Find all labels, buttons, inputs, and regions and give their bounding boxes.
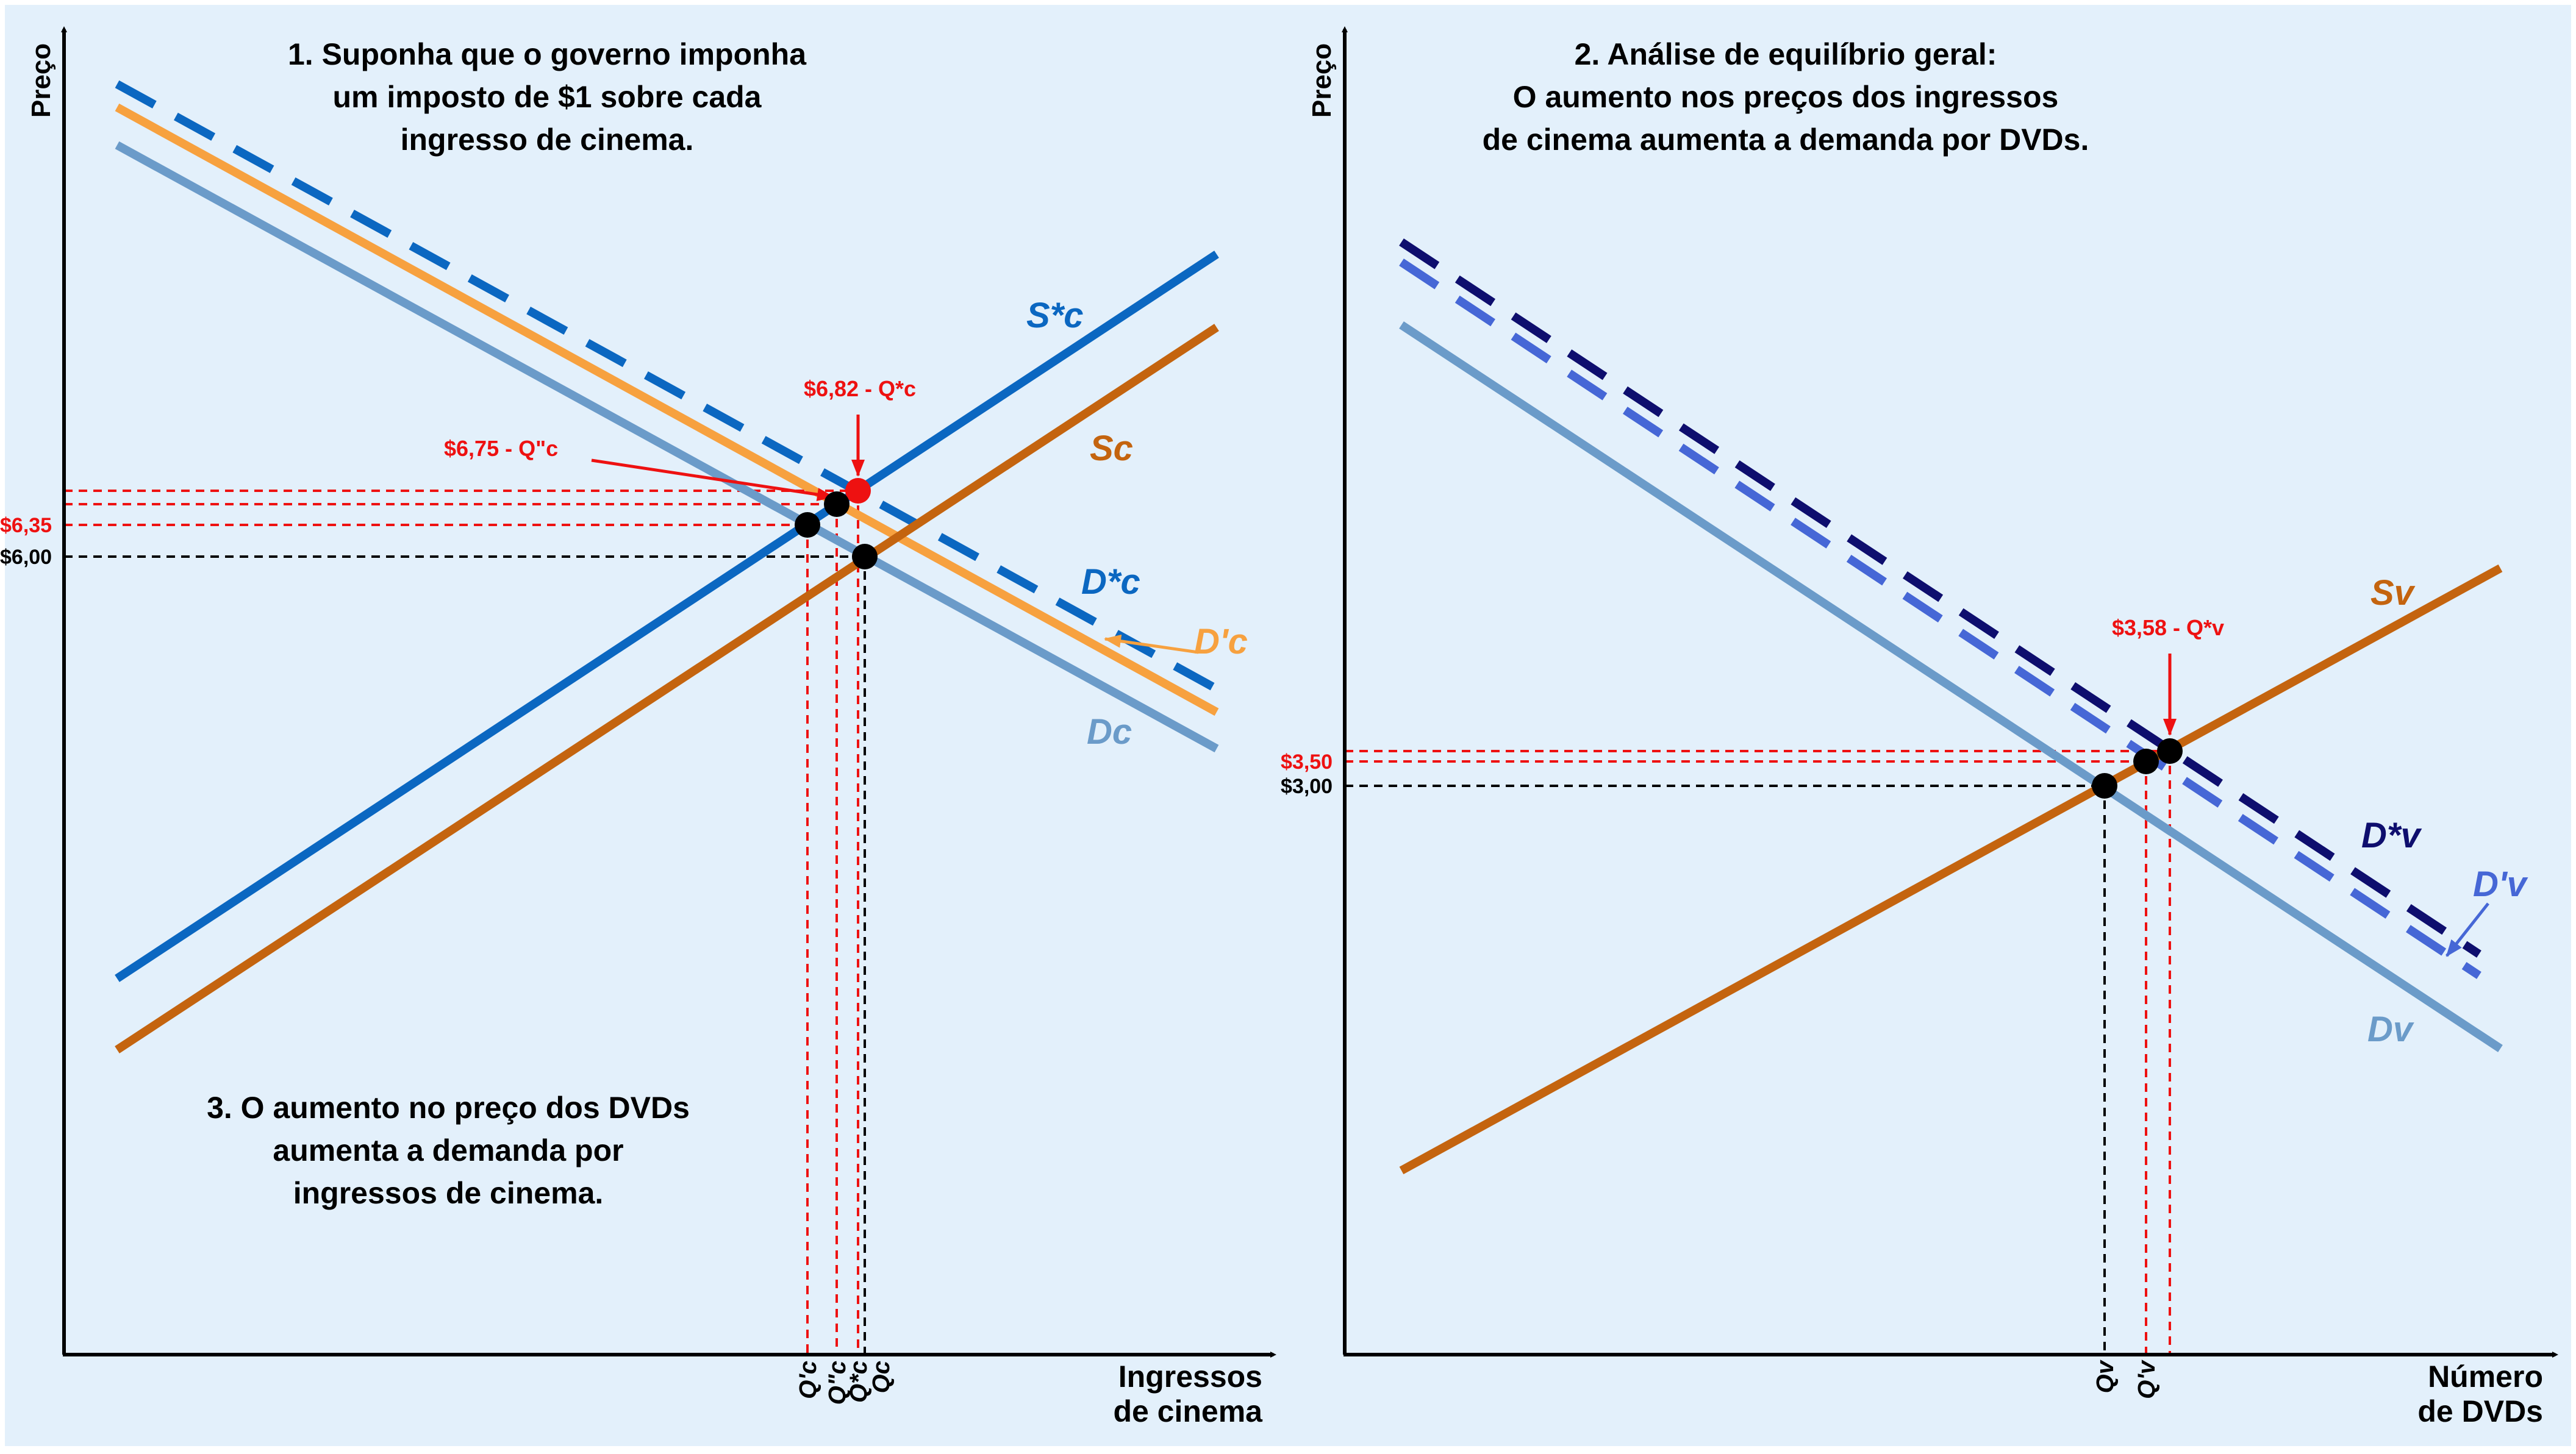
note-3-line-3: ingressos de cinema. [293, 1176, 604, 1210]
left-guides [64, 490, 866, 1353]
label-dv: Dv [2367, 1010, 2414, 1049]
background-right [1288, 5, 2571, 1446]
curve-dv [1399, 321, 2503, 1052]
arrow-d-prime-c [1104, 634, 1199, 654]
price-label-350: $3,50 [1281, 750, 1333, 774]
note-3-line-2: aumenta a demanda por [273, 1133, 623, 1167]
right-panel: Preço Número de DVDs 2. Análise de equil… [1281, 26, 2558, 1428]
price-label-600: $6,00 [0, 546, 52, 569]
point-635 [795, 512, 820, 538]
callout-675: $6,75 - Q"c [444, 436, 558, 461]
point-300 [2092, 773, 2117, 799]
arrow-675 [591, 458, 834, 501]
right-y-axis-label: Preço [1307, 43, 1337, 118]
point-350 [2133, 749, 2159, 774]
tick-qc: Qc [868, 1361, 895, 1393]
callout-358: $3,58 - Q*v [2112, 615, 2224, 640]
note-2-line-1: 2. Análise de equilíbrio geral: [1575, 37, 1997, 71]
right-x-axis-label-2: de DVDs [2417, 1394, 2543, 1428]
left-x-axis-label-1: Ingressos [1118, 1360, 1262, 1394]
tick-q-prime-c: Q'c [795, 1361, 821, 1399]
label-dc: Dc [1087, 712, 1132, 752]
tick-q-double-c: Q"c [824, 1361, 851, 1405]
point-358 [2157, 738, 2183, 764]
label-sv: Sv [2370, 573, 2416, 613]
arrow-d-prime-v [2445, 902, 2489, 957]
point-675 [824, 491, 850, 517]
curve-d-star-v [1399, 238, 2481, 958]
left-x-axis-label-2: de cinema [1113, 1394, 1263, 1428]
label-d-star-c: D*c [1081, 562, 1140, 602]
tick-q-star-c: Q*c [845, 1361, 872, 1403]
background-left [5, 5, 1288, 1446]
note-2-line-3: de cinema aumenta a demanda por DVDs. [1483, 123, 2089, 157]
right-guides [1345, 750, 2171, 1353]
point-682 [845, 478, 871, 504]
label-d-prime-c: D'c [1194, 622, 1248, 661]
callout-682: $6,82 - Q*c [804, 376, 916, 401]
label-sc: Sc [1090, 429, 1133, 468]
left-panel: Preço Ingressos de cinema 1. Suponha que… [0, 26, 1276, 1428]
price-label-635: $6,35 [0, 514, 52, 537]
right-x-axis-label-1: Número [2428, 1360, 2543, 1394]
label-s-star-c: S*c [1026, 296, 1084, 335]
curve-s-star-c [115, 251, 1219, 982]
curve-d-star-c [115, 80, 1219, 693]
curve-dc [115, 141, 1219, 753]
label-d-prime-v: D'v [2473, 864, 2528, 904]
price-label-300: $3,00 [1281, 775, 1333, 798]
point-600 [852, 544, 878, 569]
note-1-line-1: 1. Suponha que o governo imponha [288, 37, 807, 71]
note-1-line-3: ingresso de cinema. [401, 123, 694, 157]
note-1-line-2: um imposto de $1 sobre cada [333, 80, 762, 114]
note-3-line-1: 3. O aumento no preço dos DVDs [207, 1091, 690, 1125]
curve-sc [115, 324, 1219, 1053]
left-y-axis-label: Preço [26, 43, 56, 118]
note-2-line-2: O aumento nos preços dos ingressos [1513, 80, 2059, 114]
curve-sv [1399, 564, 2503, 1175]
curve-d-prime-v [1399, 258, 2481, 979]
curve-d-prime-c [115, 103, 1219, 716]
label-d-star-v: D*v [2361, 816, 2422, 855]
tick-qv: Qv [2092, 1359, 2119, 1393]
tick-q-prime-v: Q'v [2133, 1359, 2160, 1399]
